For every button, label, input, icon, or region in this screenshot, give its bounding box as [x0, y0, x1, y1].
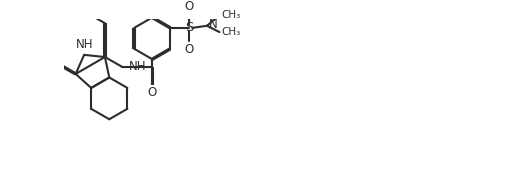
Text: O: O: [184, 0, 194, 13]
Text: NH: NH: [75, 38, 93, 51]
Text: O: O: [147, 86, 157, 99]
Text: CH₃: CH₃: [221, 27, 240, 37]
Text: S: S: [185, 21, 193, 34]
Text: CH₃: CH₃: [221, 10, 240, 20]
Text: O: O: [184, 43, 194, 56]
Text: N: N: [209, 18, 217, 31]
Text: NH: NH: [128, 60, 146, 73]
